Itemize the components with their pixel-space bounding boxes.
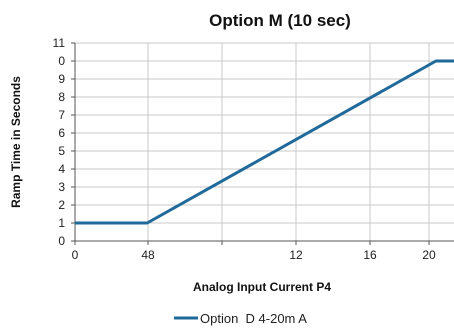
x-tick-label: 12 bbox=[289, 248, 303, 262]
grid-layer bbox=[75, 42, 454, 241]
y-tick-label: 3 bbox=[58, 180, 65, 194]
y-tick-label: 4 bbox=[58, 162, 65, 176]
series-layer bbox=[75, 59, 454, 225]
y-tick-label: 0 bbox=[58, 234, 65, 248]
y-tick-label: 8 bbox=[58, 90, 65, 104]
y-tick-layer: 0 1 2 3 4 5 6 7 8 9 0 11 bbox=[53, 36, 75, 248]
x-tick-label: 48 bbox=[141, 248, 155, 262]
y-tick-label: 5 bbox=[58, 144, 65, 158]
y-tick-label: 2 bbox=[58, 198, 65, 212]
x-tick-label: 16 bbox=[363, 248, 377, 262]
legend: Option D 4-20m A bbox=[174, 311, 307, 326]
chart-title: Option M (10 sec) bbox=[209, 11, 351, 30]
y-tick-label: 11 bbox=[53, 36, 66, 50]
y-tick-label: 9 bbox=[58, 72, 65, 86]
x-axis-label: Analog Input Current P4 bbox=[193, 280, 331, 294]
x-tick-layer: 0 48 12 16 20 bbox=[72, 241, 436, 262]
y-axis-label: Ramp Time in Seconds bbox=[9, 76, 23, 208]
y-tick-label: 6 bbox=[58, 126, 65, 140]
legend-label: Option D 4-20m A bbox=[200, 311, 307, 326]
x-tick-label: 0 bbox=[72, 248, 79, 262]
y-tick-label: 0 bbox=[58, 54, 65, 68]
y-tick-label: 1 bbox=[58, 216, 65, 230]
y-tick-label: 7 bbox=[58, 108, 65, 122]
x-tick-label: 20 bbox=[422, 248, 436, 262]
series-line bbox=[75, 59, 454, 225]
